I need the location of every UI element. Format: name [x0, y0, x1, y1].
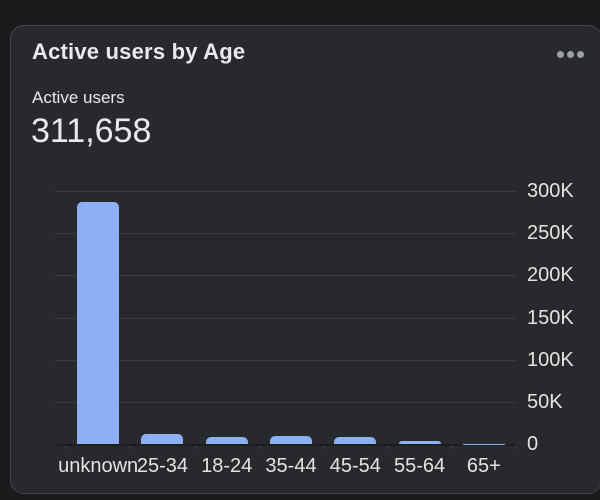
x-tick-label: 35-44 [265, 455, 317, 477]
bar-chart-plot-area [54, 191, 517, 449]
x-tick-label: 25-34 [136, 455, 188, 477]
metric-value: 311,658 [31, 112, 152, 150]
axis-tick [450, 446, 453, 449]
axis-tick [386, 446, 389, 449]
y-tick-label: 0 [527, 433, 539, 455]
more-options-button[interactable] [555, 40, 585, 68]
gridline [54, 191, 516, 192]
card-title: Active users by Age [32, 39, 246, 64]
active-users-by-age-card: Active users by Age Active users 311,658… [10, 25, 600, 494]
y-tick-label: 50K [527, 390, 563, 413]
gridline [54, 317, 516, 319]
y-tick-label: 300K [527, 180, 574, 202]
x-axis-line [54, 444, 516, 446]
axis-tick [129, 446, 132, 449]
x-tick-label: 18-24 [201, 455, 253, 477]
axis-tick [257, 446, 260, 449]
gridline [54, 359, 516, 361]
bar-unknown[interactable] [77, 201, 120, 444]
gridline [54, 275, 516, 277]
more-horizontal-icon [556, 50, 584, 58]
bar-25-34[interactable] [141, 434, 184, 444]
bar-35-44[interactable] [270, 436, 312, 444]
gridline [54, 233, 516, 235]
axis-tick [193, 446, 196, 449]
y-tick-label: 250K [527, 222, 574, 245]
x-axis-labels: unknown 25-34 18-24 35-44 45-54 55-64 65+ [54, 455, 516, 479]
axis-tick [65, 446, 67, 449]
y-axis-labels: 0 50K 100K 150K 200K 250K 300K [527, 181, 597, 455]
y-tick-label: 150K [527, 306, 574, 329]
x-tick-label: 45-54 [329, 455, 381, 477]
y-tick-label: 200K [527, 264, 574, 287]
metric-label: Active users [32, 88, 125, 107]
x-tick-label: 65+ [466, 455, 501, 477]
axis-tick [515, 446, 517, 449]
x-tick-label: 55-64 [393, 455, 446, 477]
bar-18-24[interactable] [205, 436, 248, 444]
y-tick-label: 100K [527, 348, 574, 371]
axis-tick [322, 446, 325, 449]
bar-45-54[interactable] [334, 437, 377, 444]
x-tick-label: unknown [58, 455, 139, 477]
bar-55-64[interactable] [398, 441, 441, 444]
gridline [54, 401, 516, 403]
